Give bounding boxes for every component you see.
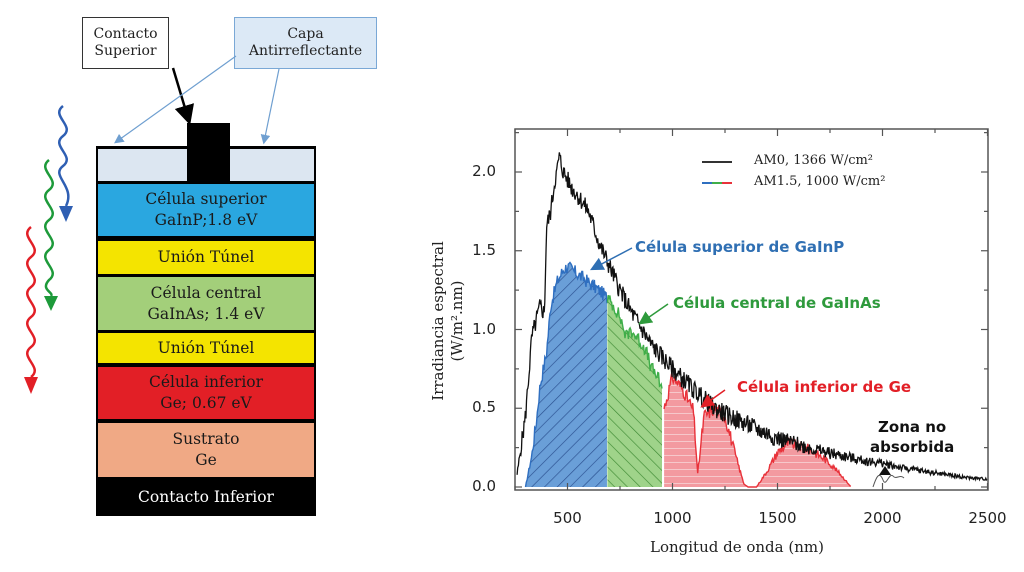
y-axis-title: Irradiancia espectral (W/m².nm) xyxy=(429,191,467,451)
annotation-arrow-bottom-cell xyxy=(700,389,726,408)
ar-leader-arrow-left xyxy=(114,55,237,144)
ar-callout-line-2: Antirreflectante xyxy=(248,43,363,59)
series-line-am0 xyxy=(516,152,988,482)
band-ge xyxy=(664,373,851,487)
bottom-cell-layer: Célula inferior Ge; 0.67 eV xyxy=(98,367,314,419)
substrate-label-1: Sustrato xyxy=(172,430,240,448)
y-axis-title-line-1: Irradiancia espectral xyxy=(429,241,447,401)
unabsorbed-spectrum-line xyxy=(872,474,905,488)
red-light-wave-icon xyxy=(24,226,38,394)
top-contact-block xyxy=(187,123,230,181)
annotation-unabsorbed-zone: Zona no absorbida xyxy=(870,417,954,457)
substrate-layer: Sustrato Ge xyxy=(98,423,314,477)
annotation-bottom-cell: Célula inferior de Ge xyxy=(737,378,912,396)
legend-swatches xyxy=(702,161,732,184)
top-contact-callout-line-2: Superior xyxy=(94,43,157,59)
series-line-gainas xyxy=(606,294,663,389)
annotation-unabsorbed-line-1: Zona no xyxy=(878,418,947,436)
middle-cell-label-2: GaInAs; 1.4 eV xyxy=(147,304,265,323)
annotation-arrow-middle-cell xyxy=(638,303,669,325)
y-axis-title-line-2: (W/m².nm) xyxy=(448,280,466,362)
y-tick-label: 1.5 xyxy=(472,240,496,259)
y-tick-label: 2.0 xyxy=(472,162,496,180)
ar-leader-arrow-right xyxy=(260,68,280,145)
top-cell-label-1: Célula superior xyxy=(145,190,267,208)
x-tick-label: 500 xyxy=(553,509,582,527)
diagram-arrows xyxy=(24,55,280,394)
tunnel-junction-1-layer: Unión Túnel xyxy=(98,241,314,274)
plot-frame xyxy=(514,128,989,491)
annotation-top-cell: Célula superior de GaInP xyxy=(635,238,845,256)
legend-label-am0: AM0, 1366 W/cm² xyxy=(754,153,874,168)
top-contact-leader-arrow xyxy=(171,67,194,126)
annotation-arrow-top-cell xyxy=(590,247,633,271)
substrate-label-2: Ge xyxy=(195,451,217,469)
tunnel-junction-2-layer: Unión Túnel xyxy=(98,333,314,363)
x-tick-label: 1000 xyxy=(653,509,692,527)
green-light-wave-icon xyxy=(44,159,58,311)
antireflective-coating-callout: Capa Antirreflectante xyxy=(234,17,377,69)
ar-callout-line-1: Capa xyxy=(287,26,324,42)
top-cell-label-2: GaInP;1.8 eV xyxy=(154,211,258,229)
middle-cell-label-1: Célula central xyxy=(150,283,262,302)
top-contact-callout-line-1: Contacto xyxy=(93,26,158,42)
series-line-ge xyxy=(663,372,852,488)
tunnel-junction-2-label: Unión Túnel xyxy=(157,338,255,357)
annotation-unabsorbed-line-2: absorbida xyxy=(870,438,955,456)
tunnel-junction-1-label: Unión Túnel xyxy=(157,248,255,266)
x-axis-title: Longitud de onda (nm) xyxy=(650,538,824,556)
band-gainp xyxy=(525,262,607,487)
bottom-contact-layer: Contacto Inferior xyxy=(98,481,314,514)
x-tick-label: 2500 xyxy=(968,509,1007,527)
band-gainas xyxy=(607,295,662,487)
x-tick-label: 1500 xyxy=(758,509,797,527)
series-line-gainp xyxy=(524,261,608,488)
bottom-contact-label: Contacto Inferior xyxy=(138,488,274,506)
annotation-middle-cell: Célula central de GaInAs xyxy=(673,294,881,312)
middle-cell-layer: Célula central GaInAs; 1.4 eV xyxy=(98,277,314,330)
bottom-cell-label-1: Célula inferior xyxy=(148,373,264,391)
y-tick-label: 1.0 xyxy=(472,319,496,338)
top-contact-callout: Contacto Superior xyxy=(82,17,169,69)
legend-label-am15: AM1.5, 1000 W/cm² xyxy=(754,174,886,189)
blue-light-wave-icon xyxy=(58,105,73,222)
y-tick-label: 0.5 xyxy=(472,398,496,417)
y-tick-label: 0.0 xyxy=(472,477,496,495)
bottom-cell-label-2: Ge; 0.67 eV xyxy=(160,394,252,412)
top-cell-layer: Célula superior GaInP;1.8 eV xyxy=(98,184,314,236)
x-tick-label: 2000 xyxy=(863,509,902,527)
annotation-arrow-unabsorbed xyxy=(879,466,891,475)
